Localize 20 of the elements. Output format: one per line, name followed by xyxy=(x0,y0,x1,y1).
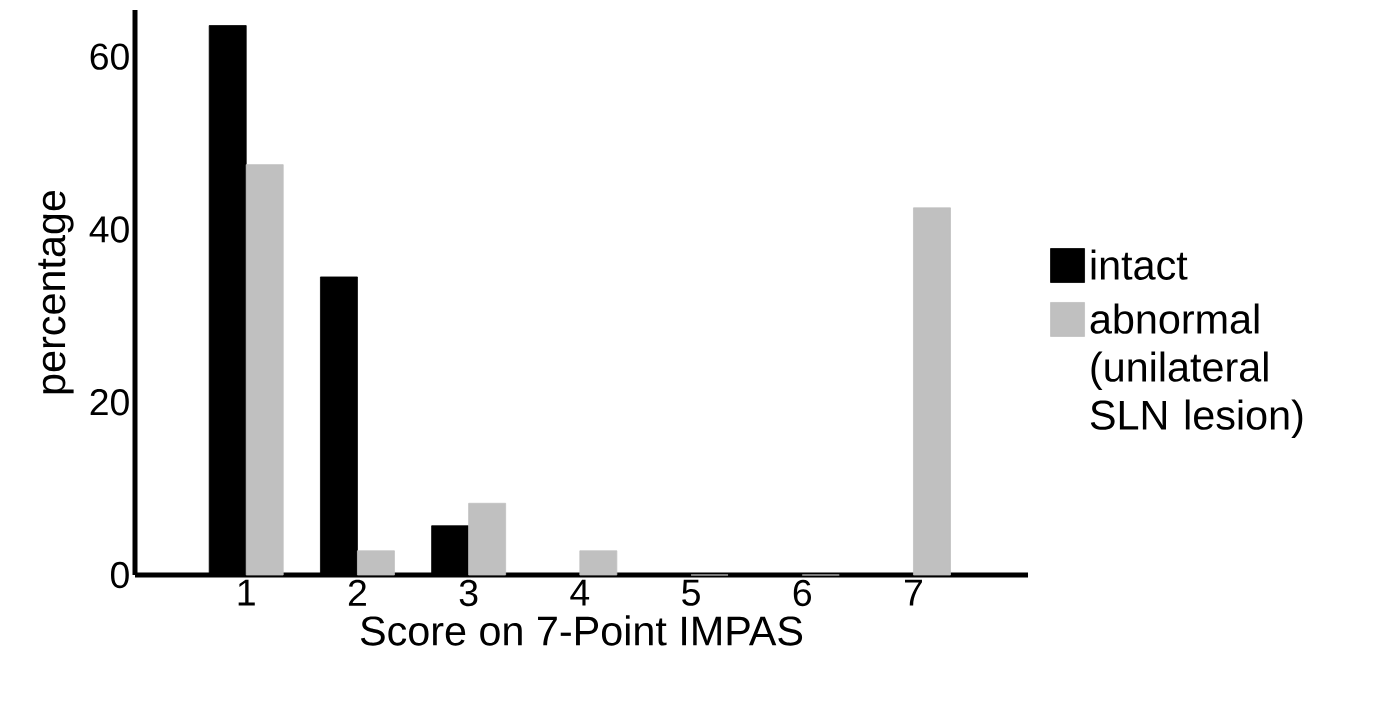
bar xyxy=(468,502,507,576)
x-tick-label: 3 xyxy=(459,579,478,607)
y-tick-label: 40 xyxy=(89,216,129,243)
x-tick-label: 1 xyxy=(238,579,255,606)
x-tick-label: 7 xyxy=(905,579,922,606)
y-tick-label: 60 xyxy=(90,43,129,70)
bar xyxy=(913,207,951,576)
legend-label: abnormal (unilateral SLN lesion) xyxy=(1090,303,1303,438)
x-tick-label: 4 xyxy=(570,579,590,606)
y-axis-title: percentage xyxy=(38,190,74,394)
x-tick-label: 5 xyxy=(682,579,700,606)
x-tick-label: 2 xyxy=(348,579,366,606)
x-tick-label: 6 xyxy=(793,579,811,607)
y-tick-label: 0 xyxy=(111,561,129,589)
y-tick-label: 20 xyxy=(90,389,129,416)
x-axis-title: Score on 7-Point IMPAS xyxy=(360,615,803,646)
legend-label: intact xyxy=(1091,249,1188,280)
bar xyxy=(357,550,395,576)
bar xyxy=(579,550,618,576)
bar xyxy=(245,164,284,576)
